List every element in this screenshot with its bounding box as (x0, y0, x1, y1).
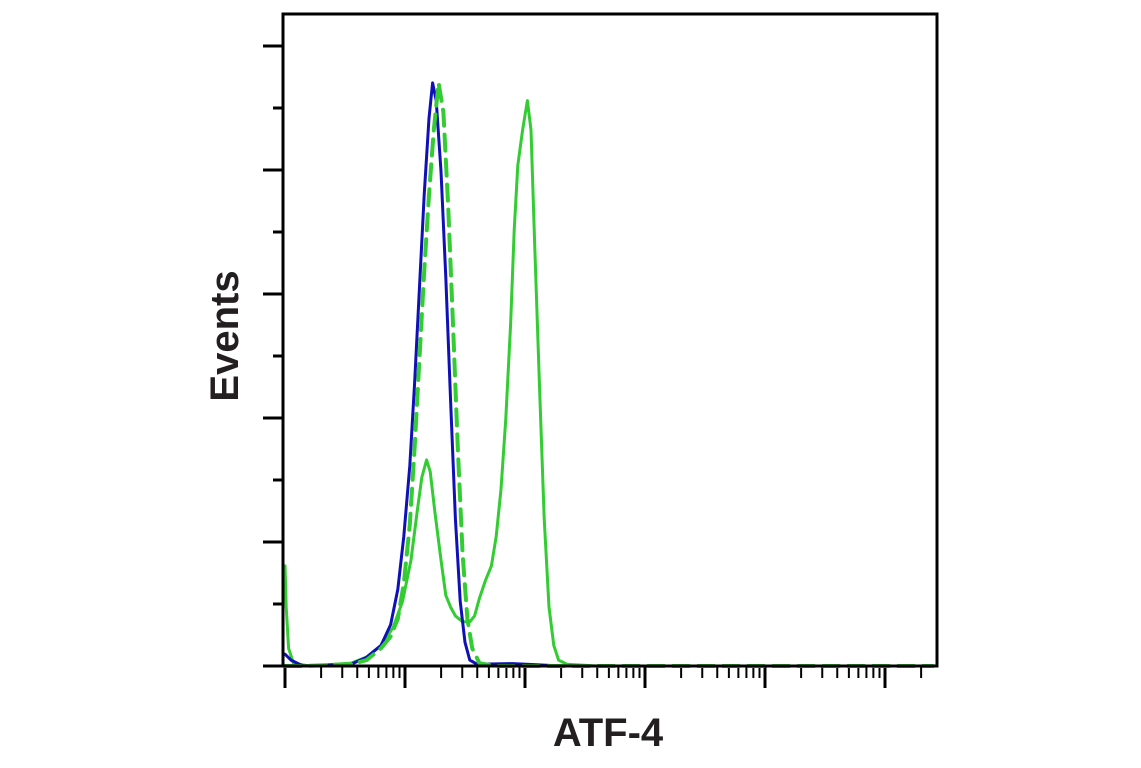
plot-frame (281, 12, 939, 668)
series-line-1 (283, 81, 935, 668)
series-line-2 (283, 80, 935, 668)
x-axis-title: ATF-4 (553, 711, 664, 755)
y-axis-title: Events (203, 270, 247, 401)
histogram-curves (283, 80, 935, 668)
series-line-3 (283, 99, 935, 668)
axis-ticks (263, 44, 923, 688)
